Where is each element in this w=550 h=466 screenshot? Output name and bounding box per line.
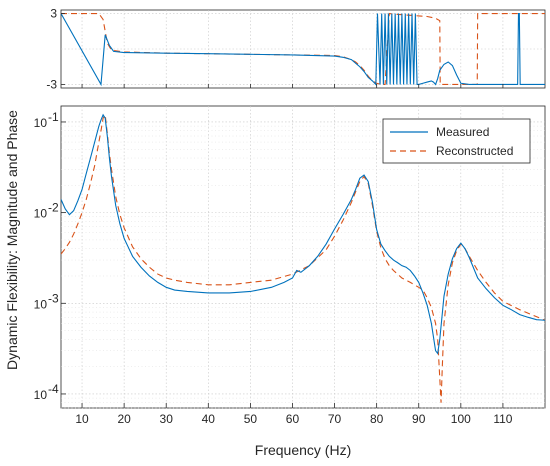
y-tick-label: 10 bbox=[34, 207, 48, 221]
y-tick-label-exponent: -3 bbox=[48, 291, 59, 305]
x-tick-label: 20 bbox=[117, 412, 131, 426]
y-tick-label: 10 bbox=[34, 116, 48, 130]
phase-axes: 3 -3 bbox=[46, 7, 546, 91]
legend-label-reconstructed: Reconstructed bbox=[436, 144, 513, 158]
magnitude-x-ticks: 10 20 30 40 50 60 70 80 90 100 110 bbox=[75, 403, 513, 426]
y-tick-label: 10 bbox=[34, 388, 48, 402]
x-tick-label: 90 bbox=[412, 412, 426, 426]
magnitude-plot-area bbox=[61, 113, 545, 403]
y-tick-label-exponent: -4 bbox=[48, 382, 59, 396]
y-tick-label-exponent: -2 bbox=[48, 201, 59, 215]
phase-plot-area bbox=[61, 12, 545, 87]
legend-box bbox=[382, 118, 531, 164]
phase-y-tick-label: 3 bbox=[50, 7, 57, 21]
legend: Measured Reconstructed bbox=[382, 118, 531, 164]
x-tick-label: 40 bbox=[202, 412, 216, 426]
magnitude-y-ticks: 10-110-210-310-4 bbox=[34, 110, 66, 402]
x-tick-label: 100 bbox=[451, 412, 471, 426]
x-tick-label: 30 bbox=[160, 412, 174, 426]
x-axis-label: Frequency (Hz) bbox=[255, 442, 351, 458]
magnitude-series-measured bbox=[61, 113, 545, 355]
x-tick-label: 10 bbox=[75, 412, 89, 426]
y-tick-label: 10 bbox=[34, 297, 48, 311]
phase-series-measured bbox=[61, 13, 545, 87]
x-tick-label: 70 bbox=[328, 412, 342, 426]
phase-y-tick-label: -3 bbox=[46, 77, 57, 91]
x-tick-label: 60 bbox=[286, 412, 300, 426]
y-tick-label-exponent: -1 bbox=[48, 110, 59, 124]
x-tick-label: 50 bbox=[244, 412, 258, 426]
y-axis-label: Dynamic Flexibility: Magnitude and Phase bbox=[4, 110, 20, 370]
legend-label-measured: Measured bbox=[436, 125, 489, 139]
x-tick-label: 110 bbox=[493, 412, 512, 426]
magnitude-grid bbox=[61, 106, 545, 409]
phase-y-ticks: 3 -3 bbox=[46, 7, 504, 91]
x-tick-label: 80 bbox=[370, 412, 384, 426]
